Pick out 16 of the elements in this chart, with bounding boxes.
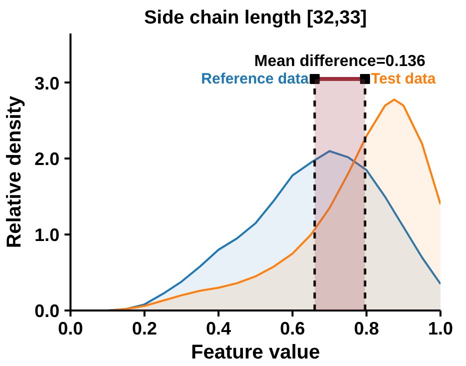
y-axis-title: Relative density: [3, 94, 26, 248]
chart-title: Side chain length [32,33]: [144, 8, 367, 28]
band-label: Mean difference=0.136: [254, 53, 426, 70]
series-label: Test data: [371, 70, 436, 88]
y-tick-label: 1.0: [34, 225, 60, 246]
x-tick-label: 0.0: [58, 318, 84, 338]
text: Reference data: [201, 70, 310, 88]
y-tick-label: 0.0: [34, 301, 60, 321]
y-tick-label: 3.0: [34, 73, 60, 94]
x-tick-label: 0.4: [206, 318, 232, 338]
x-tick-label: 0.2: [132, 318, 158, 338]
x-axis-title: Feature value: [191, 342, 320, 364]
x-tick-label: 1.0: [428, 318, 454, 338]
x-tick-label: 0.8: [354, 318, 380, 338]
y-tick-label: 2.0: [34, 149, 60, 170]
x-tick-label: 0.6: [280, 318, 306, 338]
